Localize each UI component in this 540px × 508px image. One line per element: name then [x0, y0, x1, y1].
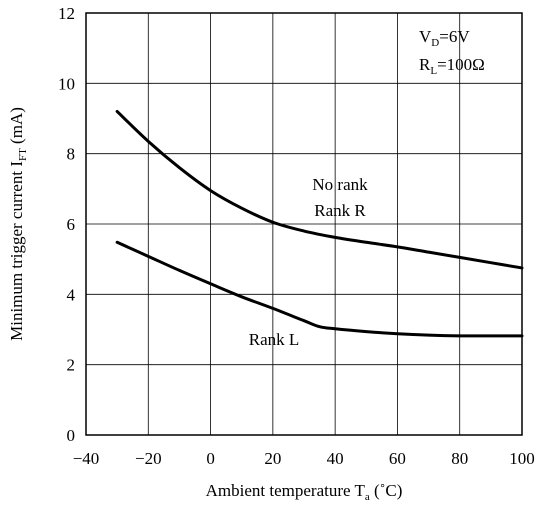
y-tick-label: 2 — [67, 356, 76, 375]
x-tick-label: 0 — [206, 449, 215, 468]
y-tick-label: 8 — [67, 145, 76, 164]
y-tick-label: 10 — [58, 74, 75, 93]
condition-label: VD=6V — [419, 27, 470, 49]
annotations: No rank Rank R Rank L VD=6V RL=100Ω — [249, 27, 485, 349]
x-tick-label: −40 — [73, 449, 100, 468]
x-tick-label: 60 — [389, 449, 406, 468]
plot-frame — [85, 12, 523, 436]
series-line-1 — [115, 109, 524, 270]
x-tick-label: 20 — [264, 449, 281, 468]
x-axis-label: Ambient temperature Ta (˚C) — [206, 481, 403, 503]
condition-label: RL=100Ω — [419, 55, 485, 77]
y-axis-label: Minimum trigger current IFT (mA) — [7, 107, 29, 341]
y-tick-label: 0 — [67, 426, 76, 445]
series-line-2 — [115, 240, 524, 338]
x-tick-label: 100 — [509, 449, 535, 468]
y-tick-label: 12 — [58, 4, 75, 23]
grid-lines — [86, 13, 522, 435]
x-tick-label: −20 — [135, 449, 162, 468]
series-layer — [115, 109, 524, 338]
x-tick-labels: −40 −20 0 20 40 60 80 100 — [73, 449, 535, 468]
y-tick-labels: 0 2 4 6 8 10 12 — [58, 4, 76, 445]
y-tick-label: 4 — [67, 285, 76, 304]
series-label: Rank L — [249, 330, 300, 349]
x-tick-label: 40 — [327, 449, 344, 468]
series-label: Rank R — [314, 201, 366, 220]
series-label: No rank — [312, 175, 368, 194]
x-tick-label: 80 — [451, 449, 468, 468]
y-tick-label: 6 — [67, 215, 76, 234]
